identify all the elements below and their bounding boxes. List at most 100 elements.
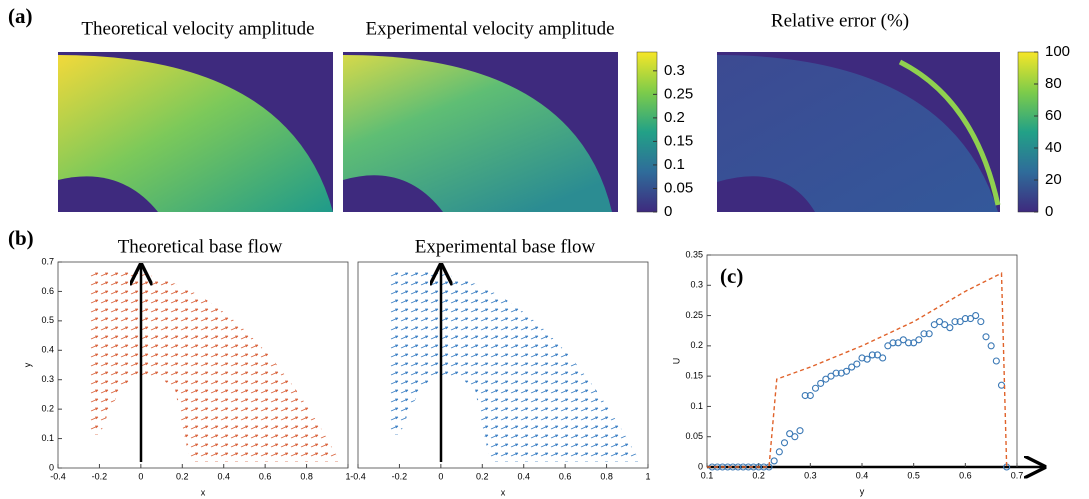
colorbar-tick-label: 0.2 <box>664 109 685 126</box>
colorbar-tick-label: 80 <box>1045 75 1062 92</box>
y-tick-label: 0.3 <box>690 280 703 290</box>
marker <box>987 342 995 350</box>
x-tick-label: 0.6 <box>959 470 972 480</box>
x-tick-label: -0.2 <box>392 471 408 481</box>
colorbar-tick-label: 0.3 <box>664 62 685 79</box>
colorbar-tick-label: 0.1 <box>664 156 685 173</box>
dashed-line <box>707 272 1008 468</box>
marker <box>982 333 990 341</box>
marker <box>863 355 871 363</box>
marker <box>873 351 882 359</box>
marker <box>889 339 897 347</box>
heatmap-field <box>58 55 333 212</box>
x-tick-label: 0.8 <box>300 471 313 481</box>
marker <box>827 372 835 380</box>
x-tick-label: 0.4 <box>517 471 530 481</box>
x-tick-label: 0.1 <box>701 470 714 480</box>
y-tick-label: 0 <box>49 462 54 472</box>
x-tick-label: 0.2 <box>752 470 765 480</box>
marker <box>961 315 969 323</box>
x-tick-label: 1 <box>345 471 350 481</box>
colorbar-tick-label: 0 <box>664 203 672 220</box>
panel-label: (a) <box>8 4 33 28</box>
y-tick-label: 0.1 <box>41 433 54 443</box>
y-axis-label: U <box>671 358 681 365</box>
heatmap-hole <box>343 175 443 212</box>
y-tick-label: 0.4 <box>41 345 54 355</box>
marker <box>977 318 985 326</box>
plot-frame <box>357 261 649 469</box>
marker <box>930 321 938 329</box>
y-tick-label: 0.6 <box>41 286 54 296</box>
x-tick-label: 0.7 <box>1011 470 1024 480</box>
colorbar <box>636 51 658 213</box>
marker <box>780 439 789 447</box>
marker <box>848 363 856 371</box>
marker <box>718 463 727 471</box>
chart-title: Relative error (%) <box>771 10 909 31</box>
marker <box>858 354 866 362</box>
x-axis-label: x <box>501 487 506 497</box>
plot-frame <box>57 261 349 469</box>
heatmap-field <box>343 55 612 212</box>
x-axis-label: y <box>860 486 865 496</box>
y-tick-label: 0.5 <box>41 315 54 325</box>
marker <box>786 430 794 438</box>
marker <box>791 433 799 441</box>
marker <box>941 321 949 329</box>
y-tick-label: 0.1 <box>690 401 703 411</box>
x-tick-label: 0.4 <box>217 471 230 481</box>
chart-title: Theoretical velocity amplitude <box>81 18 314 39</box>
x-tick-label: 0 <box>438 471 443 481</box>
colorbar-tick-label: 60 <box>1045 107 1062 124</box>
marker <box>879 354 887 362</box>
y-tick-label: 0.05 <box>685 431 703 441</box>
x-tick-label: 0.3 <box>804 470 817 480</box>
marker <box>755 463 763 471</box>
y-axis-label: y <box>22 362 32 367</box>
marker <box>796 427 804 435</box>
y-tick-label: 0.2 <box>41 404 54 414</box>
x-tick-label: 1 <box>645 471 650 481</box>
marker <box>951 318 959 326</box>
x-tick-label: -0.4 <box>50 471 66 481</box>
marker <box>966 315 975 323</box>
marker <box>946 324 954 332</box>
y-tick-label: 0.25 <box>685 310 703 320</box>
marker <box>853 360 861 368</box>
marker <box>801 391 809 400</box>
colorbar-tick-label: 0.05 <box>664 179 693 196</box>
y-tick-label: 0.7 <box>41 256 54 266</box>
quiver-field <box>89 270 340 462</box>
marker <box>956 318 964 326</box>
chart-title: Theoretical base flow <box>118 236 283 257</box>
colorbar-tick-label: 20 <box>1045 171 1062 188</box>
marker <box>992 357 1000 365</box>
quiver-field <box>389 270 640 462</box>
heatmap-hole <box>58 176 158 212</box>
x-tick-label: 0.8 <box>600 471 613 481</box>
colorbar-tick-label: 0.25 <box>664 85 693 102</box>
y-tick-label: 0.2 <box>690 340 703 350</box>
marker <box>832 369 840 377</box>
marker <box>884 342 892 350</box>
marker <box>920 330 928 338</box>
x-tick-label: 0.6 <box>559 471 572 481</box>
marker <box>915 336 923 344</box>
x-tick-label: -0.2 <box>92 471 108 481</box>
marker <box>806 391 814 400</box>
marker <box>997 381 1006 389</box>
marker <box>770 457 778 465</box>
x-tick-label: 0.5 <box>907 470 920 480</box>
marker <box>811 384 820 392</box>
colorbar-tick-label: 40 <box>1045 139 1062 156</box>
marker <box>842 367 851 375</box>
chart-title: Experimental velocity amplitude <box>365 18 614 39</box>
marker <box>868 351 876 359</box>
heatmap-field <box>717 55 998 212</box>
marker <box>935 318 944 326</box>
marker <box>739 463 747 471</box>
marker <box>899 336 907 344</box>
